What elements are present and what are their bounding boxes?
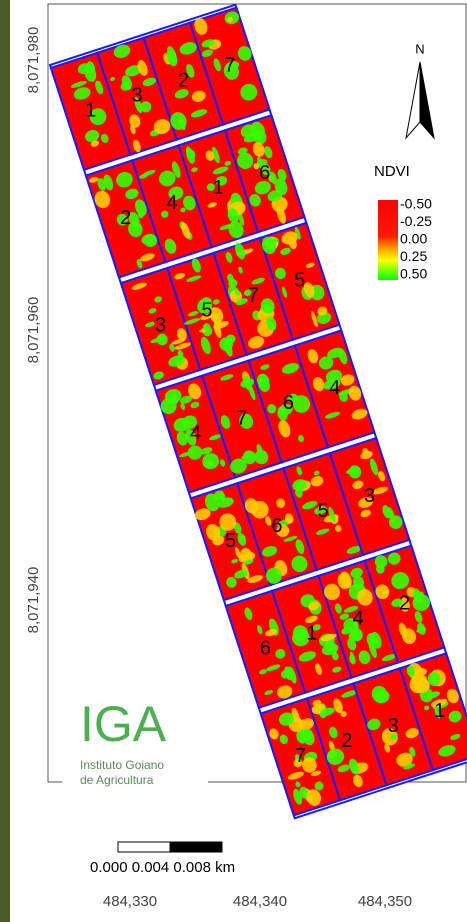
plot-label: 7 [248, 285, 259, 307]
scale-label: 0.000 0.004 0.008 km [90, 859, 235, 876]
plot-label: 3 [155, 315, 166, 337]
plot-label: 3 [364, 485, 375, 507]
plot-label: 6 [283, 392, 294, 414]
x-coordinate-label: 484,330 [103, 893, 157, 910]
legend-label: -0.25 [400, 213, 432, 229]
north-label: N [415, 41, 424, 56]
logo-mark: IGA [80, 696, 167, 752]
logo-line: de Agricultura [80, 773, 154, 787]
legend-label: 0.50 [400, 266, 427, 282]
plot-label: 1 [85, 100, 96, 122]
plot-label: 6 [260, 638, 271, 660]
y-coordinate-label: 8,071,940 [25, 567, 42, 634]
legend-title: NDVI [374, 163, 410, 180]
plot-label: 2 [178, 69, 189, 91]
plot-label: 6 [271, 515, 282, 537]
plot-label: 7 [236, 407, 247, 429]
plot-label: 4 [190, 422, 201, 444]
plot-label: 4 [353, 607, 364, 629]
y-coordinate-label: 8,071,960 [25, 297, 42, 364]
plot-label: 5 [225, 530, 236, 552]
plot-label: 2 [120, 207, 131, 229]
plot-label: 5 [318, 500, 329, 522]
plot-label: 6 [259, 162, 270, 184]
plot-label: 3 [131, 84, 142, 106]
legend-label: 0.00 [400, 231, 427, 247]
legend-label: 0.25 [400, 248, 427, 264]
plot-label: 5 [201, 300, 212, 322]
y-coordinate-label: 8,071,980 [25, 27, 42, 94]
plot-label: 7 [224, 54, 235, 76]
plot-label: 2 [399, 592, 410, 614]
plot-label: 2 [341, 730, 352, 752]
plot-label: 4 [329, 377, 340, 399]
plot-label: 3 [388, 715, 399, 737]
left-edge [0, 0, 10, 922]
scale-segment [170, 842, 222, 852]
x-coordinate-label: 484,350 [358, 893, 412, 910]
x-coordinate-label: 484,340 [233, 893, 287, 910]
plot-label: 1 [434, 700, 445, 722]
plot-label: 4 [166, 192, 177, 214]
scale-segment [118, 842, 170, 852]
map: 1 3 2 7 2 4 1 6 3 5 7 5 4 7 6 4 5 6 5 3 6 1 4 2 7 2 3 1 N NDVI -0.5… [0, 0, 467, 922]
plot-label: 7 [295, 745, 306, 767]
plot-label: 1 [213, 177, 224, 199]
logo-line: Instituto Goiano [80, 758, 164, 772]
plot-label: 1 [306, 623, 317, 645]
legend-ramp [378, 200, 398, 280]
plot-label: 5 [294, 270, 305, 292]
legend-label: -0.50 [400, 196, 432, 212]
